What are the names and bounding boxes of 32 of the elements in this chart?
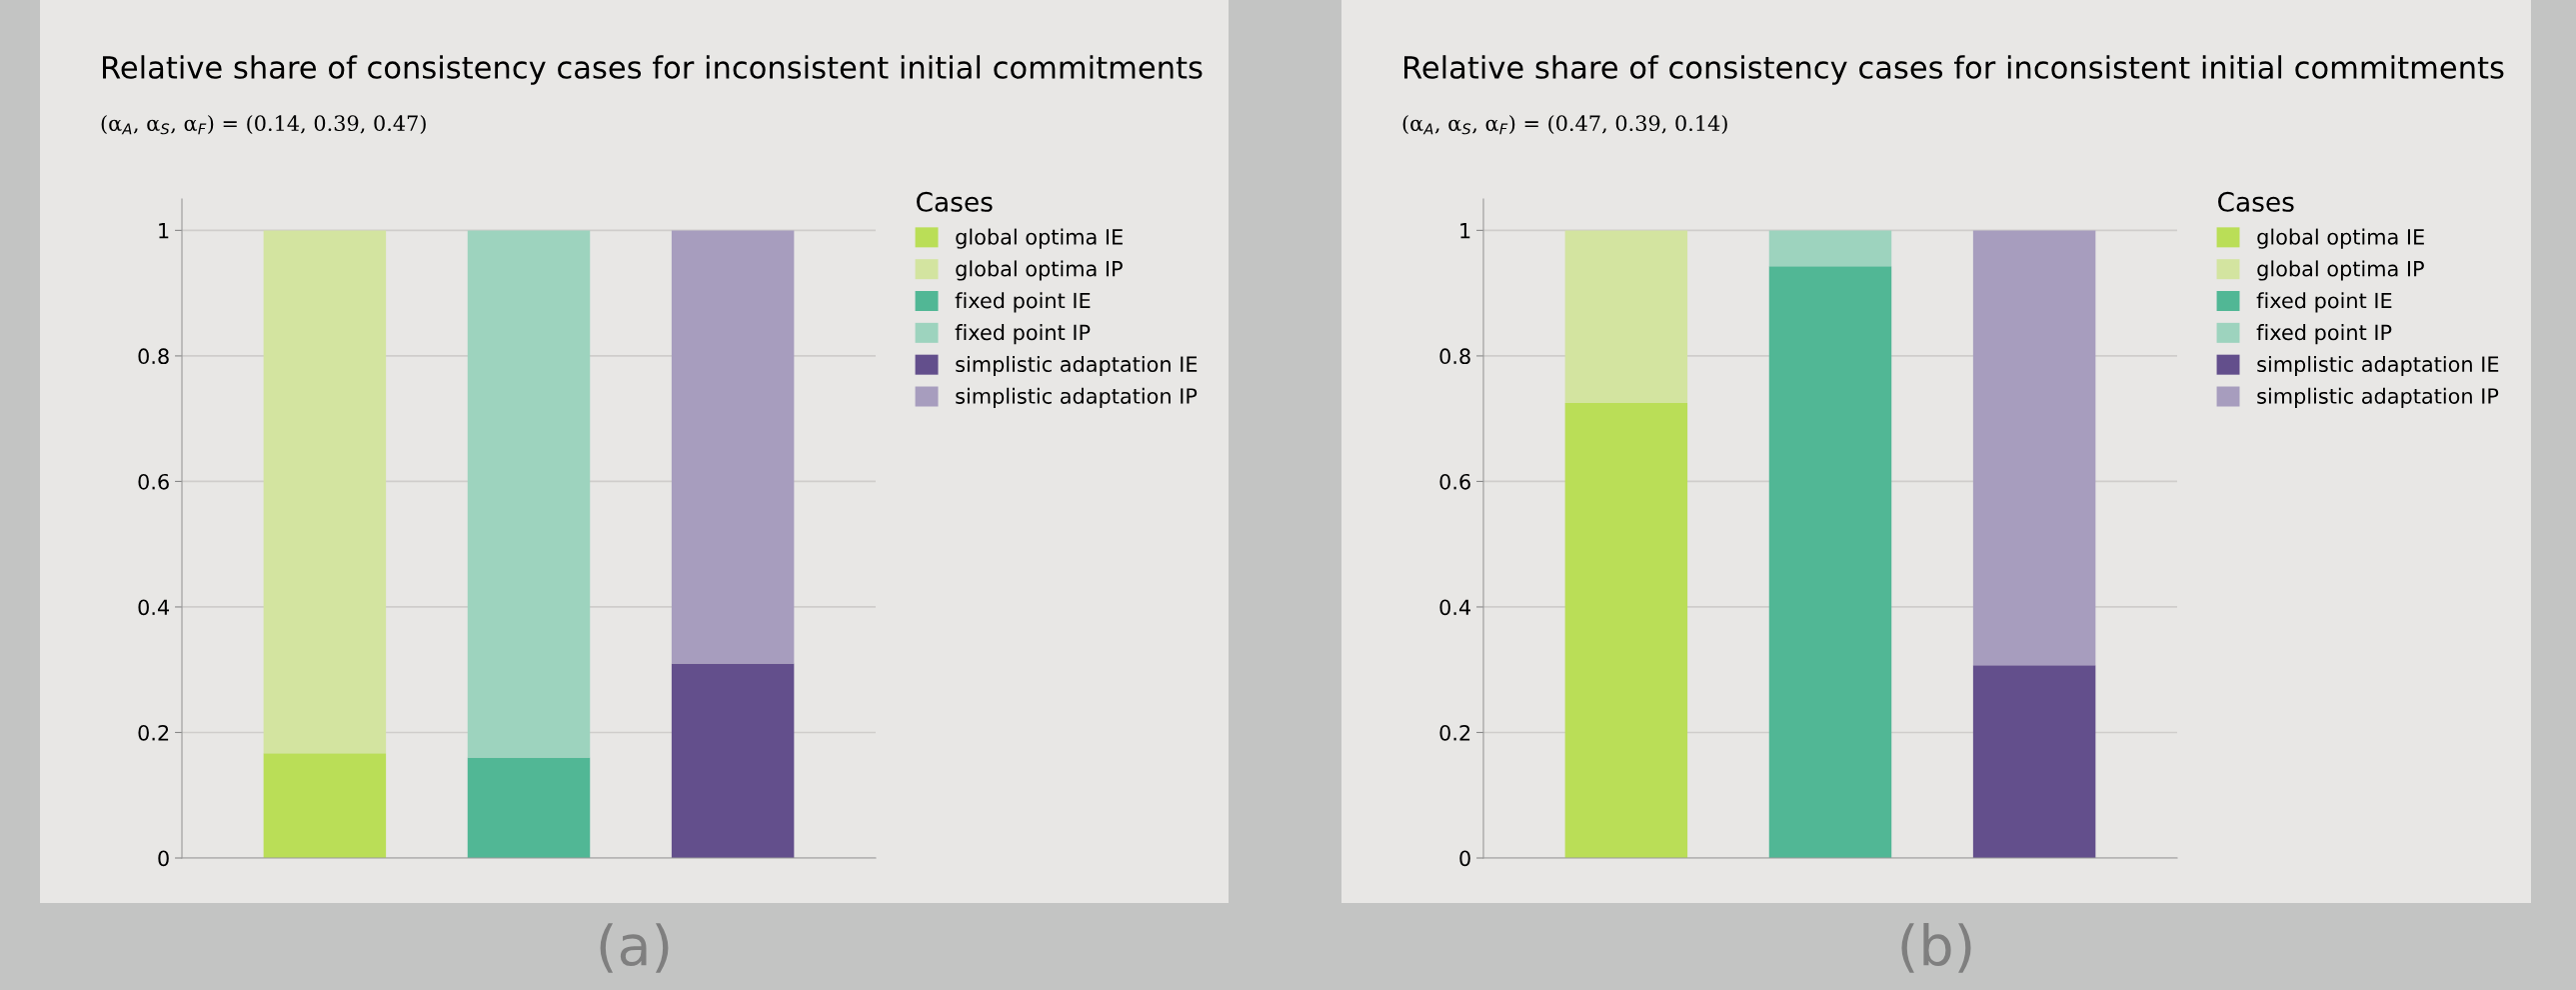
y-tick-label: 1	[159, 223, 169, 239]
y-tick-label: 0.2	[138, 724, 169, 741]
text: (b)	[1901, 923, 1971, 973]
y-tick-label: 0	[1459, 850, 1470, 867]
legend-label: fixed point IP	[955, 324, 1091, 345]
y-tick-label: 0.4	[1439, 599, 1471, 616]
legend-label: global optima IP	[2257, 260, 2424, 281]
legend-title: Cases	[917, 191, 993, 212]
chart-subtitle: (α$_{A}$, α$_{S}$, α$_{F}$) = (0.47, 0.39, 0.14)	[1402, 114, 1727, 135]
y-tick-label: 0.2	[1439, 724, 1470, 741]
legend-label: simplistic adaptation IP	[2257, 387, 2499, 408]
legend-title: Cases	[2218, 191, 2294, 212]
legend-label: simplistic adaptation IE	[956, 355, 1198, 377]
legend-label: global optima IE	[956, 228, 1123, 249]
legend-label: global optima IP	[956, 260, 1123, 281]
y-tick-label: 0.4	[138, 599, 170, 616]
y-tick-label: 0.8	[1439, 348, 1470, 365]
y-tick-label: 1	[1460, 223, 1470, 239]
y-tick-label: 0.8	[138, 348, 169, 365]
y-tick-label: 0	[158, 850, 169, 867]
y-tick-label: 0.6	[1439, 473, 1470, 490]
legend-label: global optima IE	[2257, 228, 2424, 249]
chart-title: Relative share of consistency cases for inconsistent initial commitments	[103, 55, 1203, 85]
legend-label: fixed point IP	[2256, 324, 2392, 345]
legend-label: simplistic adaptation IP	[956, 387, 1198, 408]
chart-title: Relative share of consistency cases for inconsistent initial commitments	[1404, 55, 2504, 85]
legend-label: fixed point IE	[2256, 292, 2392, 313]
legend-label: simplistic adaptation IE	[2257, 355, 2499, 377]
chart-subtitle: (α$_{A}$, α$_{S}$, α$_{F}$) = (0.14, 0.39, 0.47)	[101, 114, 426, 135]
text: (a)	[600, 923, 669, 973]
legend-label: fixed point IE	[955, 292, 1091, 313]
y-tick-label: 0.6	[138, 473, 169, 490]
